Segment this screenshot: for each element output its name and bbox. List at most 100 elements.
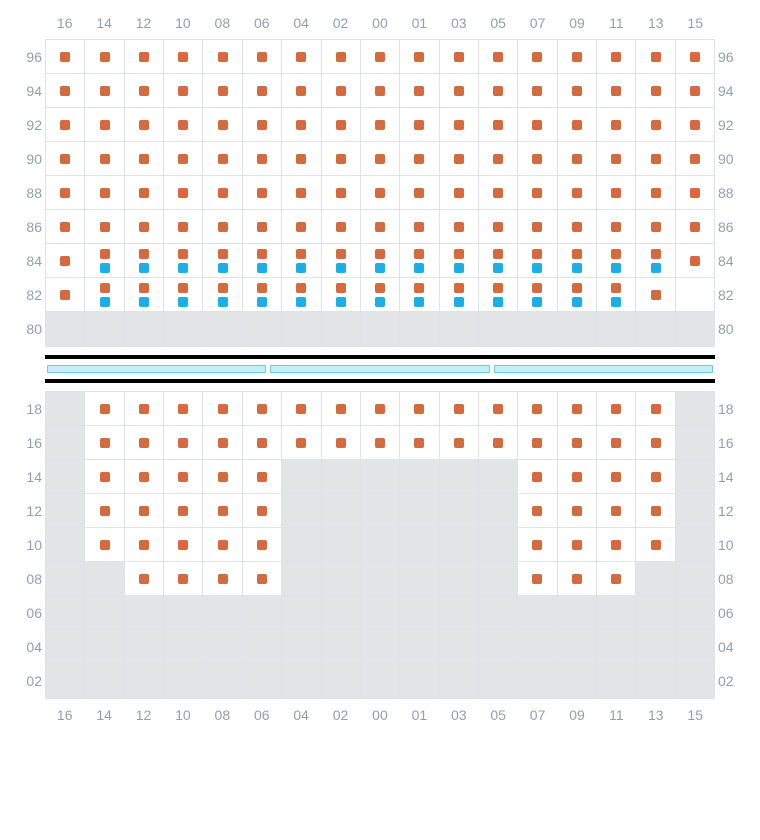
seat-marker[interactable] <box>178 404 188 414</box>
seat-marker[interactable] <box>218 283 228 293</box>
seat-marker[interactable] <box>375 438 385 448</box>
seat-marker[interactable] <box>218 472 228 482</box>
seat-marker[interactable] <box>454 283 464 293</box>
seat-marker[interactable] <box>414 222 424 232</box>
seat-marker[interactable] <box>296 154 306 164</box>
seat-marker[interactable] <box>178 574 188 584</box>
seat-marker[interactable] <box>139 263 149 273</box>
seat-marker[interactable] <box>493 404 503 414</box>
seat-marker[interactable] <box>139 249 149 259</box>
seat-marker[interactable] <box>651 86 661 96</box>
seat-marker[interactable] <box>100 297 110 307</box>
seat-marker[interactable] <box>100 120 110 130</box>
seat-marker[interactable] <box>493 438 503 448</box>
seat-marker[interactable] <box>139 472 149 482</box>
seat-marker[interactable] <box>414 283 424 293</box>
seat-marker[interactable] <box>139 438 149 448</box>
seat-marker[interactable] <box>651 438 661 448</box>
seat-marker[interactable] <box>651 472 661 482</box>
seat-marker[interactable] <box>493 297 503 307</box>
seat-marker[interactable] <box>454 404 464 414</box>
seat-marker[interactable] <box>572 283 582 293</box>
seat-marker[interactable] <box>257 154 267 164</box>
seat-marker[interactable] <box>611 222 621 232</box>
seat-marker[interactable] <box>532 283 542 293</box>
seat-marker[interactable] <box>651 290 661 300</box>
seat-marker[interactable] <box>572 154 582 164</box>
seat-marker[interactable] <box>572 249 582 259</box>
seat-marker[interactable] <box>218 249 228 259</box>
seat-marker[interactable] <box>611 283 621 293</box>
seat-marker[interactable] <box>139 188 149 198</box>
seat-marker[interactable] <box>100 404 110 414</box>
seat-marker[interactable] <box>218 297 228 307</box>
seat-marker[interactable] <box>493 283 503 293</box>
seat-marker[interactable] <box>296 188 306 198</box>
seat-marker[interactable] <box>572 52 582 62</box>
seat-marker[interactable] <box>100 472 110 482</box>
seat-marker[interactable] <box>139 120 149 130</box>
seat-marker[interactable] <box>454 86 464 96</box>
seat-marker[interactable] <box>375 154 385 164</box>
seat-marker[interactable] <box>336 297 346 307</box>
seat-marker[interactable] <box>218 263 228 273</box>
seat-marker[interactable] <box>611 574 621 584</box>
seat-marker[interactable] <box>375 263 385 273</box>
seat-marker[interactable] <box>178 263 188 273</box>
seat-marker[interactable] <box>218 120 228 130</box>
seat-marker[interactable] <box>414 154 424 164</box>
seat-marker[interactable] <box>611 120 621 130</box>
seat-marker[interactable] <box>375 86 385 96</box>
seat-marker[interactable] <box>532 222 542 232</box>
seat-marker[interactable] <box>218 404 228 414</box>
seat-marker[interactable] <box>651 263 661 273</box>
seat-marker[interactable] <box>178 154 188 164</box>
seat-marker[interactable] <box>296 438 306 448</box>
seat-marker[interactable] <box>454 297 464 307</box>
seat-marker[interactable] <box>178 222 188 232</box>
seat-marker[interactable] <box>218 188 228 198</box>
seat-marker[interactable] <box>257 404 267 414</box>
seat-marker[interactable] <box>139 222 149 232</box>
seat-marker[interactable] <box>454 120 464 130</box>
seat-marker[interactable] <box>611 249 621 259</box>
seat-marker[interactable] <box>178 472 188 482</box>
seat-marker[interactable] <box>336 154 346 164</box>
seat-marker[interactable] <box>257 188 267 198</box>
seat-marker[interactable] <box>414 263 424 273</box>
seat-marker[interactable] <box>611 404 621 414</box>
seat-marker[interactable] <box>690 86 700 96</box>
seat-marker[interactable] <box>611 506 621 516</box>
seat-marker[interactable] <box>611 154 621 164</box>
seat-marker[interactable] <box>532 297 542 307</box>
seat-marker[interactable] <box>100 283 110 293</box>
seat-marker[interactable] <box>375 404 385 414</box>
seat-marker[interactable] <box>454 249 464 259</box>
seat-marker[interactable] <box>454 263 464 273</box>
seat-marker[interactable] <box>651 52 661 62</box>
seat-marker[interactable] <box>651 404 661 414</box>
seat-marker[interactable] <box>493 188 503 198</box>
seat-marker[interactable] <box>651 154 661 164</box>
seat-marker[interactable] <box>178 438 188 448</box>
seat-marker[interactable] <box>493 222 503 232</box>
seat-marker[interactable] <box>493 154 503 164</box>
seat-marker[interactable] <box>651 506 661 516</box>
seat-marker[interactable] <box>139 297 149 307</box>
seat-marker[interactable] <box>178 297 188 307</box>
seat-marker[interactable] <box>414 188 424 198</box>
seat-marker[interactable] <box>375 52 385 62</box>
seat-marker[interactable] <box>257 249 267 259</box>
seat-marker[interactable] <box>493 120 503 130</box>
seat-marker[interactable] <box>257 222 267 232</box>
seat-marker[interactable] <box>532 574 542 584</box>
seat-marker[interactable] <box>414 120 424 130</box>
seat-marker[interactable] <box>100 438 110 448</box>
seat-marker[interactable] <box>651 120 661 130</box>
seat-marker[interactable] <box>296 222 306 232</box>
seat-marker[interactable] <box>532 263 542 273</box>
seat-marker[interactable] <box>651 540 661 550</box>
seat-marker[interactable] <box>257 472 267 482</box>
seat-marker[interactable] <box>532 120 542 130</box>
seat-marker[interactable] <box>178 86 188 96</box>
